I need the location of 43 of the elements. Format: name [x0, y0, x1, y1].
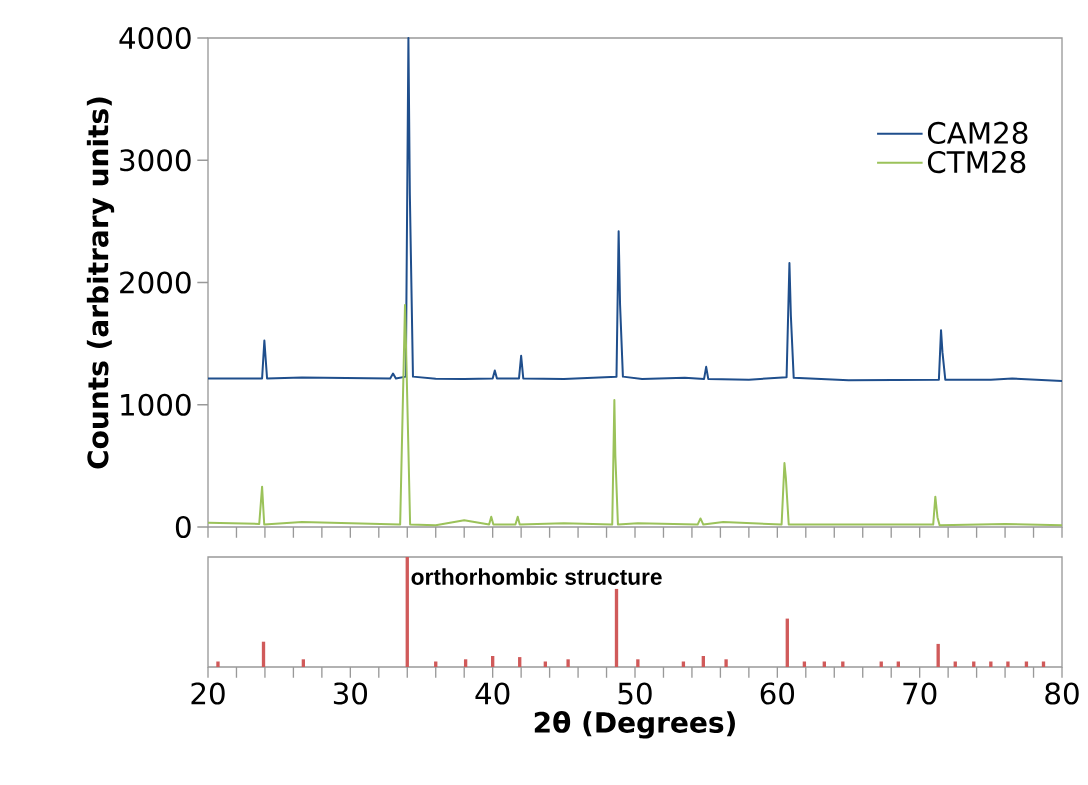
bar — [972, 661, 976, 667]
x-tick-label: 40 — [475, 682, 510, 705]
legend-label: CAM28 — [927, 121, 1028, 145]
legend-label: CTM28 — [927, 150, 1026, 174]
bar — [879, 661, 883, 667]
bar — [1006, 661, 1010, 667]
bar — [936, 643, 940, 667]
bar — [822, 661, 826, 667]
y-tick-label: 3000 — [120, 149, 191, 172]
bar — [724, 659, 728, 667]
bar — [681, 661, 686, 667]
bar — [896, 661, 900, 667]
x-tick-label: 70 — [903, 682, 937, 705]
x-tick-label: 50 — [618, 682, 652, 705]
bar — [518, 657, 522, 667]
y-tick-label: 0 — [175, 515, 191, 539]
bar — [434, 661, 438, 667]
bar — [566, 659, 570, 667]
y-tick-label: 2000 — [120, 271, 191, 294]
bar — [614, 588, 619, 667]
bar — [301, 659, 306, 667]
line-series — [207, 303, 1064, 527]
bar — [463, 659, 468, 667]
annotation: orthorhombic structure — [411, 568, 662, 585]
bar — [636, 659, 640, 667]
x-tick-label: 60 — [760, 682, 795, 705]
x-tick-label: 30 — [333, 682, 368, 705]
bar — [1041, 661, 1046, 667]
bar — [841, 661, 845, 667]
bar — [216, 661, 220, 667]
bar — [405, 557, 409, 667]
bar — [989, 661, 993, 667]
x-tick-label: 80 — [1045, 682, 1079, 705]
y-tick-label: 1000 — [121, 393, 191, 416]
bar — [1024, 661, 1029, 667]
bar — [802, 661, 807, 667]
bar — [543, 661, 547, 667]
y-axis-title: Counts (arbitrary units) — [86, 97, 115, 469]
x-tick-label: 20 — [191, 682, 225, 705]
y-tick-label: 4000 — [119, 26, 191, 50]
x-axis-title: 2θ (Degrees) — [534, 711, 735, 739]
bar — [953, 661, 957, 667]
line-series — [207, 36, 1064, 382]
